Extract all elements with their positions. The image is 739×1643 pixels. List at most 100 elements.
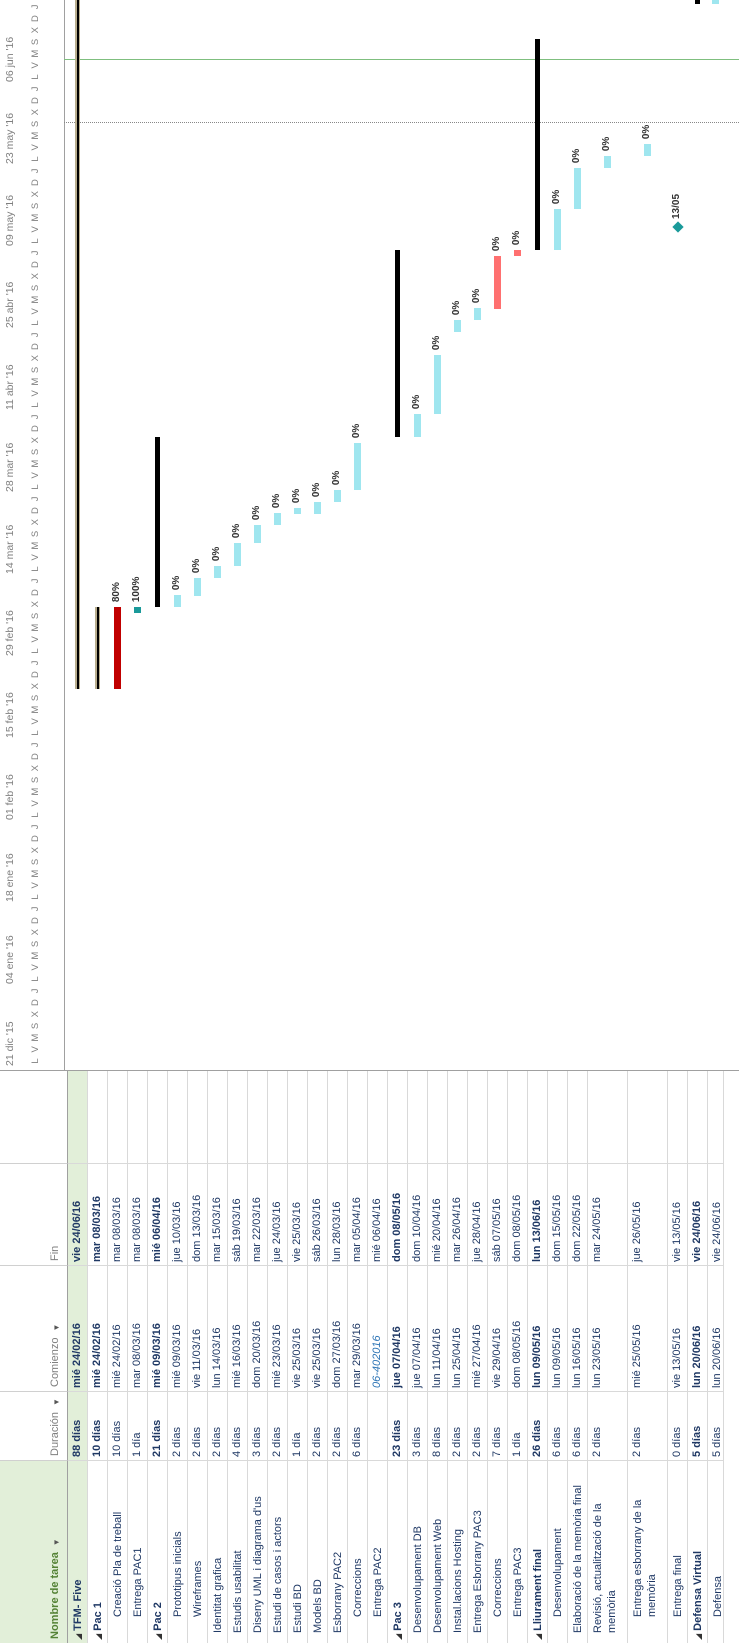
- task-row[interactable]: ◢ Pac 1 10 días mié 24/02/16 mar 08/03/16: [88, 1070, 108, 1643]
- task-end[interactable]: dom 22/05/16: [568, 1163, 587, 1265]
- task-name-cell[interactable]: Estudis usabilitat: [228, 1460, 247, 1643]
- task-start[interactable]: dom 27/03/16: [328, 1265, 347, 1391]
- col-header-name[interactable]: Nombre de tarea ▼: [0, 1460, 68, 1643]
- task-start[interactable]: lun 09/05/16: [528, 1265, 547, 1391]
- task-end[interactable]: sáb 26/03/16: [308, 1163, 327, 1265]
- task-start[interactable]: lun 09/05/16: [548, 1265, 567, 1391]
- task-bar[interactable]: [174, 595, 181, 607]
- task-duration[interactable]: 7 días: [488, 1391, 507, 1460]
- task-name-cell[interactable]: Esborrany PAC2: [328, 1460, 347, 1643]
- task-start[interactable]: lun 25/04/16: [448, 1265, 467, 1391]
- task-row[interactable]: ◢ TFM- Five 88 días mié 24/02/16 vie 24/06/1…: [68, 1070, 88, 1643]
- task-duration[interactable]: 21 días: [148, 1391, 167, 1460]
- collapse-toggle-icon[interactable]: ◢: [94, 1633, 103, 1640]
- task-bar[interactable]: [514, 250, 521, 256]
- task-name-cell[interactable]: Wireframes: [188, 1460, 207, 1643]
- task-name-cell[interactable]: Estudi BD: [288, 1460, 307, 1643]
- task-bar[interactable]: [712, 0, 719, 4]
- task-end[interactable]: vie 13/05/16: [668, 1163, 687, 1265]
- task-name-cell[interactable]: Correccions: [488, 1460, 507, 1643]
- summary-bar-progress[interactable]: [77, 0, 79, 689]
- task-name-cell[interactable]: Entrega PAC2: [368, 1460, 387, 1643]
- task-duration[interactable]: 3 días: [248, 1391, 267, 1460]
- task-bar[interactable]: [234, 543, 241, 566]
- task-duration[interactable]: 2 días: [448, 1391, 467, 1460]
- task-duration[interactable]: 2 días: [588, 1391, 627, 1460]
- task-duration[interactable]: 0 días: [668, 1391, 687, 1460]
- summary-bar-progress[interactable]: [97, 607, 99, 689]
- task-bar[interactable]: [314, 502, 321, 514]
- task-bar[interactable]: [294, 508, 301, 514]
- task-start[interactable]: vie 13/05/16: [668, 1265, 687, 1391]
- task-row[interactable]: Estudi BD 1 día vie 25/03/16 vie 25/03/16: [288, 1070, 308, 1643]
- task-name-cell[interactable]: Entrega PAC1: [128, 1460, 147, 1643]
- task-bar[interactable]: [114, 607, 121, 689]
- task-duration[interactable]: 2 días: [208, 1391, 227, 1460]
- task-start[interactable]: mié 25/05/16: [628, 1265, 667, 1391]
- task-end[interactable]: mié 06/04/16: [368, 1163, 387, 1265]
- task-duration[interactable]: 6 días: [568, 1391, 587, 1460]
- task-end[interactable]: mar 15/03/16: [208, 1163, 227, 1265]
- task-end[interactable]: dom 08/05/16: [388, 1163, 407, 1265]
- task-row[interactable]: Entrega Esborrany PAC3 2 días mié 27/04/16…: [468, 1070, 488, 1643]
- task-end[interactable]: mar 08/03/16: [108, 1163, 127, 1265]
- task-duration[interactable]: 23 días: [388, 1391, 407, 1460]
- task-duration[interactable]: 1 día: [128, 1391, 147, 1460]
- task-bar[interactable]: [574, 168, 581, 209]
- task-end[interactable]: mar 26/04/16: [448, 1163, 467, 1265]
- task-duration[interactable]: 2 días: [328, 1391, 347, 1460]
- task-row[interactable]: ◢ Pac 2 21 días mié 09/03/16 mié 06/04/16: [148, 1070, 168, 1643]
- task-end[interactable]: vie 24/06/16: [688, 1163, 707, 1265]
- task-start[interactable]: mié 23/03/16: [268, 1265, 287, 1391]
- collapse-toggle-icon[interactable]: ◢: [694, 1633, 703, 1640]
- col-header-start[interactable]: Comienzo ▼: [0, 1265, 68, 1391]
- task-duration[interactable]: 2 días: [628, 1391, 667, 1460]
- task-duration[interactable]: 3 días: [408, 1391, 427, 1460]
- task-name-cell[interactable]: Instal.lacions Hosting: [448, 1460, 467, 1643]
- task-name-cell[interactable]: Identitat grafica: [208, 1460, 227, 1643]
- task-end[interactable]: jue 26/05/16: [628, 1163, 667, 1265]
- filter-arrow-icon[interactable]: ▼: [52, 1398, 61, 1406]
- task-row[interactable]: Defensa 5 días lun 20/06/16 vie 24/06/16: [708, 1070, 724, 1643]
- task-name-cell[interactable]: Entrega PAC3: [508, 1460, 527, 1643]
- task-end[interactable]: mié 20/04/16: [428, 1163, 447, 1265]
- summary-bar[interactable]: [535, 39, 540, 250]
- task-row[interactable]: Estudis usabilitat 4 días mié 16/03/16 sáb …: [228, 1070, 248, 1643]
- task-duration[interactable]: 6 días: [348, 1391, 367, 1460]
- task-row[interactable]: Desenvolupament DB 3 días jue 07/04/16 dom …: [408, 1070, 428, 1643]
- task-duration[interactable]: 2 días: [468, 1391, 487, 1460]
- summary-bar[interactable]: [395, 250, 400, 437]
- task-end[interactable]: dom 15/05/16: [548, 1163, 567, 1265]
- task-row[interactable]: Revisió, actualització de la memòria 2 dí…: [588, 1070, 628, 1643]
- task-bar[interactable]: [604, 156, 611, 168]
- task-start[interactable]: lun 20/06/16: [708, 1265, 723, 1391]
- task-name-cell[interactable]: Elaboració de la memòria final: [568, 1460, 587, 1643]
- task-name-cell[interactable]: Desenvolupament DB: [408, 1460, 427, 1643]
- task-name-cell[interactable]: Prototipus inicials: [168, 1460, 187, 1643]
- task-bar[interactable]: [454, 320, 461, 332]
- task-end[interactable]: dom 13/03/16: [188, 1163, 207, 1265]
- col-header-end[interactable]: Fin: [0, 1163, 68, 1265]
- task-name-cell[interactable]: Defensa: [708, 1460, 723, 1643]
- task-end[interactable]: sáb 07/05/16: [488, 1163, 507, 1265]
- table-divider[interactable]: [0, 1070, 739, 1071]
- task-bar[interactable]: [254, 525, 261, 543]
- task-row[interactable]: Identitat grafica 2 días lun 14/03/16 mar 1…: [208, 1070, 228, 1643]
- task-end[interactable]: sáb 19/03/16: [228, 1163, 247, 1265]
- task-name-cell[interactable]: Entrega Esborrany PAC3: [468, 1460, 487, 1643]
- task-start[interactable]: mar 08/03/16: [128, 1265, 147, 1391]
- task-duration[interactable]: 8 días: [428, 1391, 447, 1460]
- task-start[interactable]: lun 11/04/16: [428, 1265, 447, 1391]
- task-start[interactable]: mié 27/04/16: [468, 1265, 487, 1391]
- task-end[interactable]: vie 24/06/16: [68, 1163, 87, 1265]
- task-name-cell[interactable]: ◢ Defensa Virtual: [688, 1460, 707, 1643]
- filter-arrow-icon[interactable]: ▼: [52, 1538, 61, 1547]
- task-end[interactable]: vie 24/06/16: [708, 1163, 723, 1265]
- task-start[interactable]: 06-402016: [368, 1265, 387, 1391]
- task-bar[interactable]: [354, 443, 361, 490]
- task-start[interactable]: vie 11/03/16: [188, 1265, 207, 1391]
- collapse-toggle-icon[interactable]: ◢: [394, 1633, 403, 1640]
- task-end[interactable]: lun 13/06/16: [528, 1163, 547, 1265]
- task-row[interactable]: ◢ Pac 3 23 días jue 07/04/16 dom 08/05/16: [388, 1070, 408, 1643]
- task-bar[interactable]: [414, 414, 421, 437]
